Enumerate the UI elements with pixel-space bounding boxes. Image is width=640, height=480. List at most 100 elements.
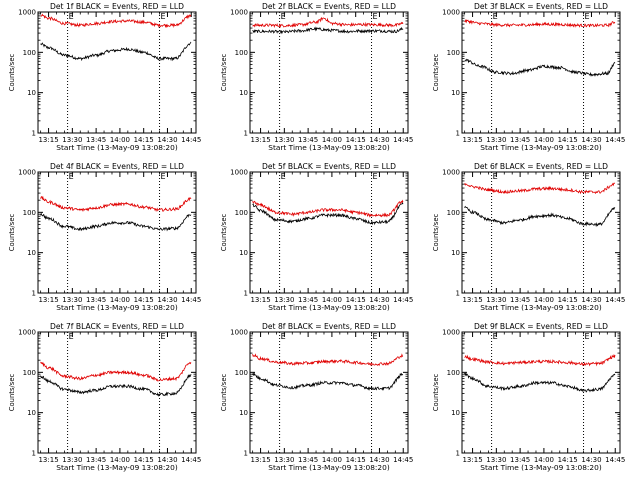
- x-tick-label: 13:30: [274, 296, 294, 304]
- x-axis-label: Start Time (13-May-09 13:08:20): [480, 303, 602, 312]
- y-tick-label: 10: [451, 89, 460, 97]
- y-tick-label: 100: [447, 49, 460, 57]
- y-tick-label: 10: [27, 409, 36, 417]
- x-tick-label: 14:30: [157, 136, 177, 144]
- y-tick-label: 1: [456, 450, 460, 458]
- lld-series-line: [40, 13, 192, 29]
- y-tick-label: 10: [239, 409, 248, 417]
- y-tick-label: 1: [456, 130, 460, 138]
- panel-title: Det 5f BLACK = Events, RED = LLD: [262, 162, 396, 171]
- y-tick-label: 10: [451, 409, 460, 417]
- panel-title: Det 6f BLACK = Events, RED = LLD: [474, 162, 608, 171]
- x-tick-label: 13:45: [298, 456, 318, 464]
- events-series-line: [464, 371, 616, 393]
- y-tick-label: 100: [23, 369, 36, 377]
- event-marker-label: E: [69, 172, 74, 181]
- x-tick-label: 13:30: [486, 136, 506, 144]
- y-tick-label: 100: [23, 49, 36, 57]
- lld-series-line: [252, 353, 404, 367]
- y-tick-label: 1000: [442, 9, 460, 17]
- x-tick-label: 13:45: [86, 456, 106, 464]
- x-tick-label: 14:00: [534, 296, 554, 304]
- events-series-line: [40, 373, 192, 397]
- event-marker-label: E: [585, 12, 590, 21]
- x-tick-label: 13:15: [462, 136, 482, 144]
- x-tick-label: 13:30: [486, 456, 506, 464]
- x-tick-label: 14:15: [346, 456, 366, 464]
- x-tick-label: 13:30: [62, 456, 82, 464]
- x-tick-label: 14:00: [110, 456, 130, 464]
- x-tick-label: 14:45: [393, 456, 413, 464]
- event-marker-label: E: [585, 172, 590, 181]
- x-tick-label: 14:00: [110, 296, 130, 304]
- y-tick-label: 10: [451, 249, 460, 257]
- x-tick-label: 14:15: [134, 296, 154, 304]
- x-tick-label: 14:45: [605, 136, 625, 144]
- x-tick-label: 13:30: [274, 136, 294, 144]
- panel-title: Det 3f BLACK = Events, RED = LLD: [474, 2, 608, 11]
- lld-series-line: [464, 353, 616, 367]
- y-tick-label: 1: [32, 450, 36, 458]
- lld-series-line: [252, 16, 404, 29]
- y-tick-label: 1000: [230, 9, 248, 17]
- x-axis-label: Start Time (13-May-09 13:08:20): [480, 143, 602, 152]
- x-tick-label: 13:45: [298, 296, 318, 304]
- x-tick-label: 14:00: [534, 456, 554, 464]
- x-tick-label: 13:45: [298, 136, 318, 144]
- events-series-line: [252, 201, 404, 226]
- x-axis-label: Start Time (13-May-09 13:08:20): [268, 303, 390, 312]
- x-tick-label: 13:45: [510, 136, 530, 144]
- y-tick-label: 1000: [18, 169, 36, 177]
- event-marker-label: E: [69, 332, 74, 341]
- x-tick-label: 14:45: [605, 296, 625, 304]
- y-axis-label: Counts/sec: [8, 374, 16, 412]
- lld-series-line: [40, 195, 192, 213]
- event-marker-label: E: [161, 332, 166, 341]
- y-tick-label: 1000: [18, 329, 36, 337]
- event-marker-label: E: [493, 172, 498, 181]
- plot-frame: [249, 171, 409, 294]
- event-marker-label: E: [585, 332, 590, 341]
- x-tick-label: 13:45: [510, 296, 530, 304]
- panel-title: Det 1f BLACK = Events, RED = LLD: [50, 2, 184, 11]
- events-series-line: [252, 26, 404, 35]
- y-tick-label: 1: [32, 290, 36, 298]
- y-tick-label: 10: [239, 89, 248, 97]
- y-axis-label: Counts/sec: [8, 214, 16, 252]
- x-tick-label: 14:15: [346, 136, 366, 144]
- y-tick-label: 100: [447, 209, 460, 217]
- x-tick-label: 14:30: [581, 456, 601, 464]
- y-tick-label: 10: [239, 249, 248, 257]
- y-axis-label: Counts/sec: [220, 54, 228, 92]
- x-tick-label: 14:30: [157, 296, 177, 304]
- y-axis-label: Counts/sec: [432, 374, 440, 412]
- panel-title: Det 9f BLACK = Events, RED = LLD: [474, 322, 608, 331]
- x-tick-label: 13:15: [250, 296, 270, 304]
- y-tick-label: 100: [235, 209, 248, 217]
- y-axis-label: Counts/sec: [432, 214, 440, 252]
- x-tick-label: 14:15: [134, 456, 154, 464]
- x-tick-label: 13:15: [250, 136, 270, 144]
- x-axis-label: Start Time (13-May-09 13:08:20): [56, 463, 178, 472]
- plot-frame: [37, 171, 197, 294]
- x-tick-label: 14:45: [181, 136, 201, 144]
- x-tick-label: 13:45: [86, 296, 106, 304]
- plot-frame: [37, 331, 197, 454]
- x-tick-label: 14:30: [369, 456, 389, 464]
- x-tick-label: 13:30: [274, 456, 294, 464]
- x-tick-label: 14:45: [393, 296, 413, 304]
- y-tick-label: 100: [447, 369, 460, 377]
- y-axis-label: Counts/sec: [8, 54, 16, 92]
- lld-series-line: [464, 19, 616, 28]
- panel-title: Det 8f BLACK = Events, RED = LLD: [262, 322, 396, 331]
- y-tick-label: 1: [244, 130, 248, 138]
- plot-frame: [37, 11, 197, 134]
- event-marker-label: E: [69, 12, 74, 21]
- x-tick-label: 14:00: [322, 456, 342, 464]
- y-axis-label: Counts/sec: [220, 214, 228, 252]
